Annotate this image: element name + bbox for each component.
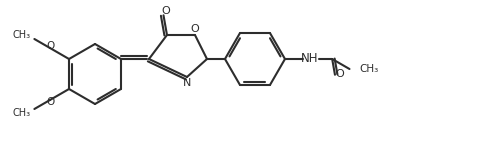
Text: O: O: [47, 97, 55, 107]
Text: CH₃: CH₃: [12, 108, 30, 118]
Text: N: N: [183, 78, 191, 88]
Text: O: O: [191, 24, 199, 34]
Text: O: O: [47, 41, 55, 51]
Text: NH: NH: [301, 51, 319, 65]
Text: O: O: [336, 69, 345, 79]
Text: CH₃: CH₃: [12, 30, 30, 40]
Text: CH₃: CH₃: [360, 64, 379, 74]
Text: O: O: [161, 6, 170, 16]
